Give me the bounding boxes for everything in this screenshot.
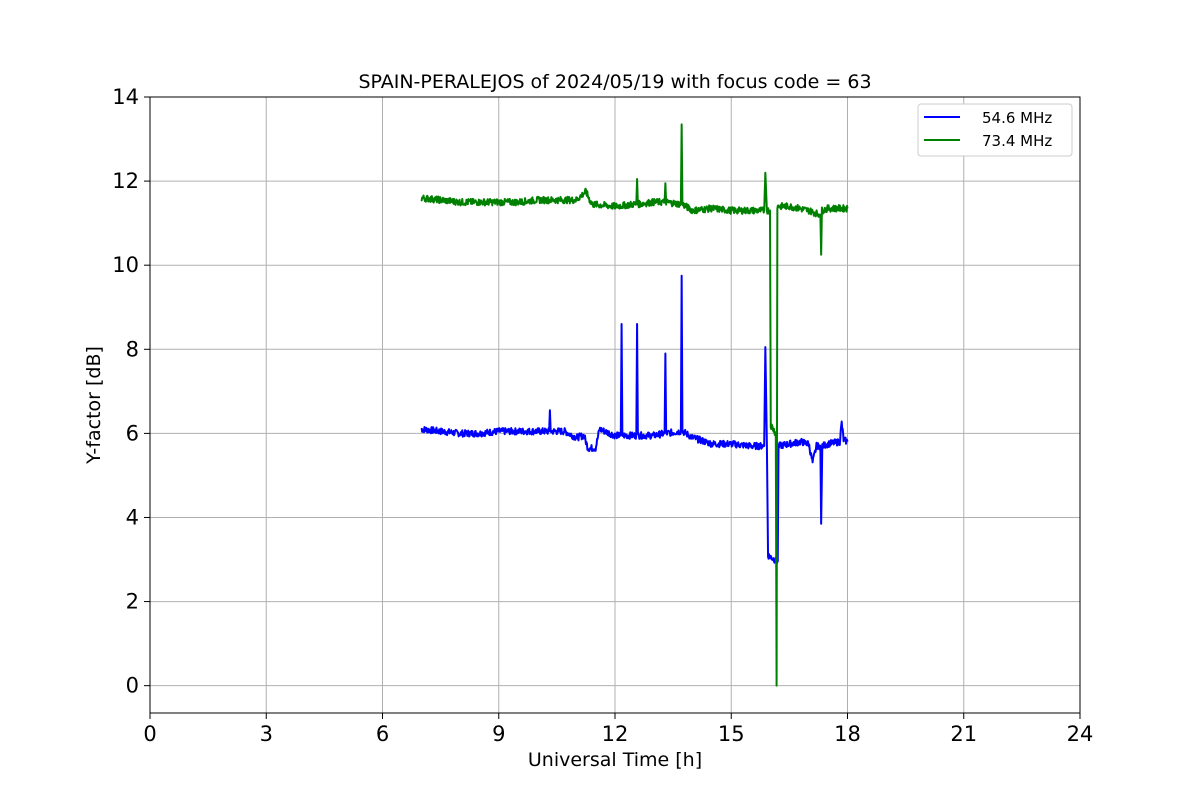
x-axis-label: Universal Time [h] (528, 749, 702, 771)
y-tick-label: 14 (112, 85, 139, 109)
x-tick-label: 12 (602, 722, 629, 746)
chart-title: SPAIN-PERALEJOS of 2024/05/19 with focus… (358, 71, 871, 93)
series-lines (420, 123, 849, 687)
x-tick-label: 15 (718, 722, 745, 746)
x-tick-label: 3 (260, 722, 273, 746)
y-tick-label: 10 (112, 253, 139, 277)
y-tick-label: 6 (126, 421, 139, 445)
legend: 54.6 MHz 73.4 MHz (917, 103, 1073, 157)
x-tick-label: 0 (143, 722, 156, 746)
y-ticks: 0 2 4 6 8 10 12 14 (112, 85, 150, 698)
x-ticks: 0 3 6 9 12 15 18 21 24 (143, 713, 1093, 746)
y-tick-label: 4 (126, 505, 139, 529)
legend-label-54-6: 54.6 MHz (982, 109, 1052, 127)
x-tick-label: 6 (376, 722, 389, 746)
x-tick-label: 24 (1067, 722, 1094, 746)
series-line-73-4-mhz (420, 123, 849, 687)
y-tick-label: 0 (126, 674, 139, 698)
x-tick-label: 21 (950, 722, 977, 746)
y-axis-label: Y-factor [dB] (83, 346, 105, 465)
y-tick-label: 2 (126, 590, 139, 614)
legend-label-73-4: 73.4 MHz (982, 132, 1052, 150)
y-tick-label: 12 (112, 169, 139, 193)
x-tick-label: 9 (492, 722, 505, 746)
x-tick-label: 18 (834, 722, 861, 746)
y-tick-label: 8 (126, 337, 139, 361)
